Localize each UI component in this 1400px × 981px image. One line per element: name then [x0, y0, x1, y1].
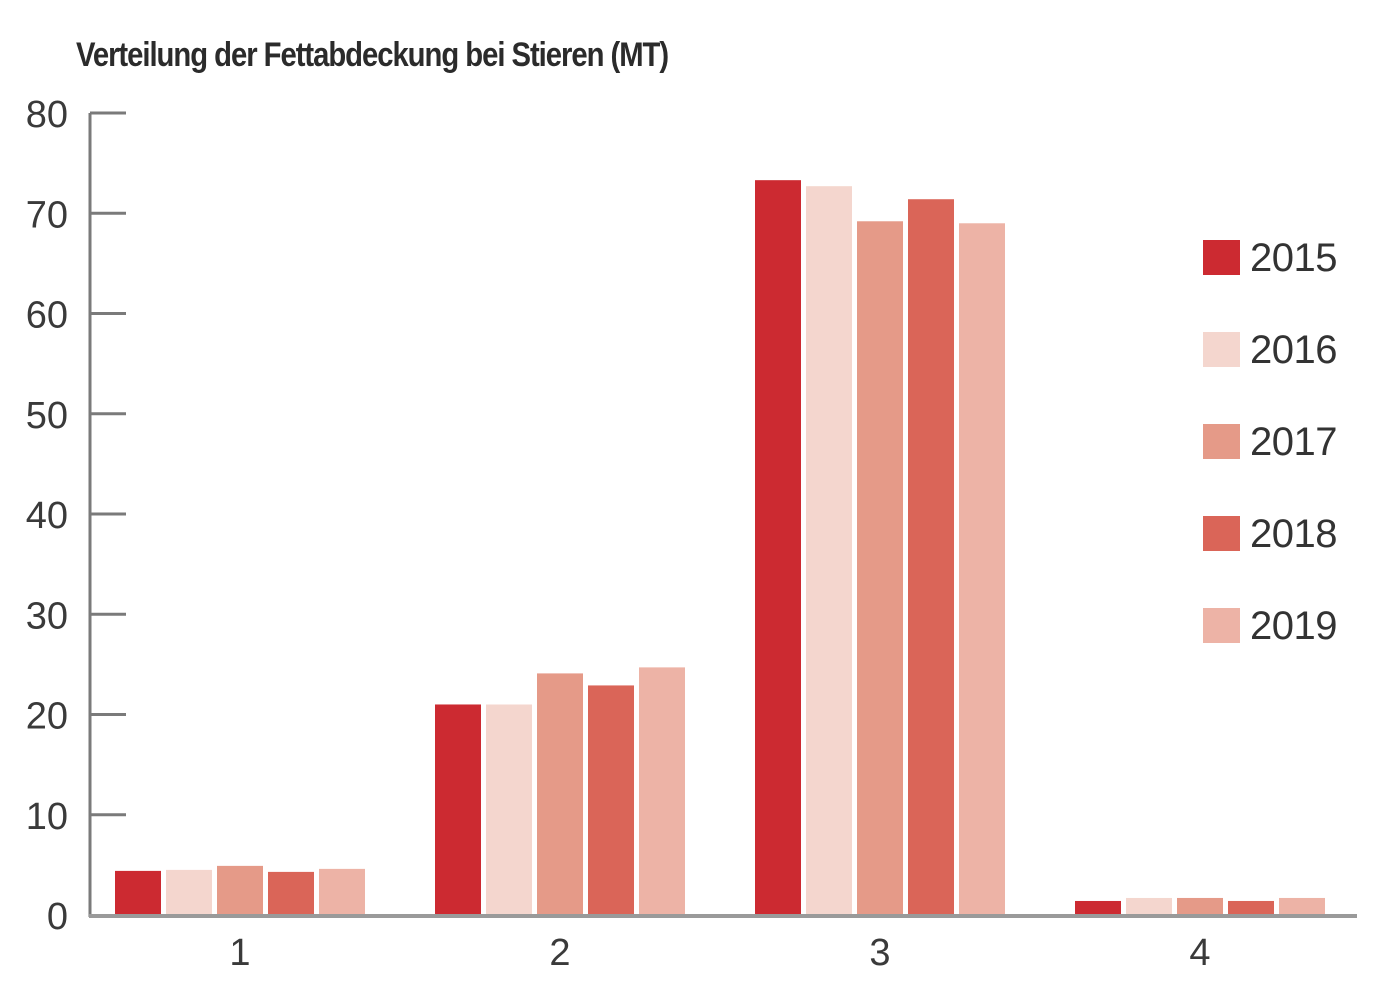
legend-label-2015: 2015 [1250, 236, 1337, 280]
x-tick-label: 2 [549, 932, 570, 974]
bar-2016-cat-1 [166, 869, 212, 915]
bar-2016-cat-3 [806, 186, 852, 915]
bar-2017-cat-1 [217, 865, 263, 915]
bar-2016-cat-4 [1126, 897, 1172, 915]
legend-swatch-2016 [1203, 332, 1240, 367]
bar-group-4 [1075, 897, 1325, 915]
chart-title: Verteilung der Fettabdeckung bei Stieren… [76, 36, 669, 74]
x-tick-label: 4 [1189, 932, 1210, 974]
bar-2017-cat-3 [857, 221, 903, 915]
y-tick-label: 30 [26, 595, 68, 637]
bar-group-1 [115, 865, 365, 915]
bar-2019-cat-1 [319, 868, 365, 915]
legend-label-2016: 2016 [1250, 328, 1337, 372]
bar-2019-cat-2 [639, 667, 685, 915]
bar-2017-cat-4 [1177, 897, 1223, 915]
y-tick-label: 40 [26, 495, 68, 537]
bar-2018-cat-2 [588, 685, 634, 915]
y-tick-label: 70 [26, 194, 68, 236]
y-tick-label: 50 [26, 395, 68, 437]
legend-label-2017: 2017 [1250, 420, 1337, 464]
bar-groups [115, 180, 1325, 916]
y-tick-label: 80 [26, 94, 68, 136]
y-axis: 0 10 20 30 40 50 60 70 80 [26, 94, 126, 938]
bar-2015-cat-4 [1075, 900, 1121, 915]
legend-label-2018: 2018 [1250, 512, 1337, 556]
bar-2018-cat-4 [1228, 900, 1274, 915]
x-axis: 1 2 3 4 [89, 914, 1357, 974]
legend-label-2019: 2019 [1250, 604, 1337, 648]
legend-swatch-2018 [1203, 516, 1240, 551]
bar-group-3 [755, 180, 1005, 916]
bar-group-2 [435, 667, 685, 915]
legend-swatch-2019 [1203, 608, 1240, 643]
y-tick-label: 0 [47, 896, 68, 938]
bar-2018-cat-1 [268, 871, 314, 915]
y-tick-label: 20 [26, 696, 68, 738]
y-tick-label: 10 [26, 796, 68, 838]
x-tick-label: 1 [229, 932, 250, 974]
bar-2018-cat-3 [908, 199, 954, 916]
bar-2019-cat-3 [959, 223, 1005, 915]
bar-2015-cat-3 [755, 180, 801, 916]
y-tick-label: 60 [26, 295, 68, 337]
legend-swatch-2015 [1203, 240, 1240, 275]
bar-2016-cat-2 [486, 704, 532, 915]
bar-2015-cat-2 [435, 704, 481, 915]
legend-swatch-2017 [1203, 424, 1240, 459]
bar-2017-cat-2 [537, 673, 583, 915]
bar-2015-cat-1 [115, 870, 161, 915]
x-tick-label: 3 [869, 932, 890, 974]
bar-2019-cat-4 [1279, 897, 1325, 915]
